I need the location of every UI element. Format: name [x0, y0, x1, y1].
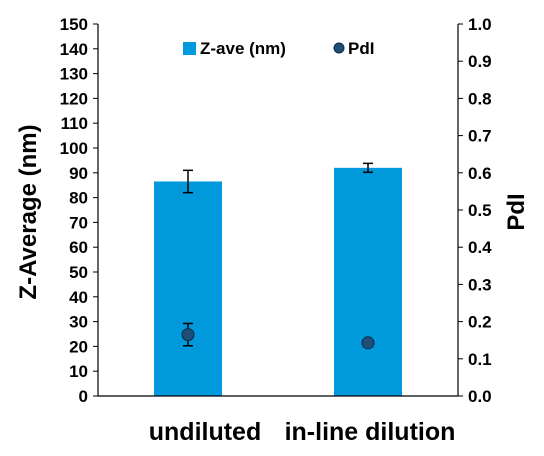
y2-tick-label: 0.9: [468, 52, 492, 71]
y-axis-title: Z-Average (nm): [15, 124, 42, 299]
y-tick-label: 130: [60, 65, 88, 84]
y-tick-label: 80: [69, 189, 88, 208]
legend-swatch-zave: [183, 42, 196, 55]
y2-tick-label: 0.3: [468, 275, 492, 294]
y-tick-label: 120: [60, 89, 88, 108]
y2-tick-label: 0.1: [468, 350, 492, 369]
y-tick-label: 70: [69, 213, 88, 232]
category-label: in-line dilution: [285, 418, 456, 446]
chart-marks: [154, 162, 402, 396]
pdi-point: [181, 328, 195, 342]
legend-label-zave: Z-ave (nm): [200, 39, 286, 58]
category-label: undiluted: [149, 418, 261, 446]
bar: [154, 181, 222, 396]
y2-tick-label: 0.0: [468, 387, 492, 406]
y-tick-label: 10: [69, 362, 88, 381]
y2-tick-label: 0.5: [468, 201, 492, 220]
y-tick-label: 0: [79, 387, 88, 406]
y-tick-label: 30: [69, 313, 88, 332]
y-tick-label: 50: [69, 263, 88, 282]
y2-tick-label: 0.2: [468, 313, 492, 332]
left-axis-ticks: 0 10 20 30 40 50 60 70 80 90 100 110 120 130 140 150: [60, 15, 98, 406]
y2-tick-label: 0.8: [468, 89, 492, 108]
y-tick-label: 150: [60, 15, 88, 34]
y2-axis-title: PdI: [503, 193, 530, 230]
y-tick-label: 60: [69, 238, 88, 257]
legend: Z-ave (nm) PdI: [183, 39, 374, 58]
y-tick-label: 140: [60, 40, 88, 59]
y2-tick-label: 0.7: [468, 127, 492, 146]
legend-marker-pdi: [333, 42, 345, 54]
category-labels: undiluted in-line dilution: [149, 418, 456, 446]
y-tick-label: 90: [69, 164, 88, 183]
y-tick-label: 20: [69, 337, 88, 356]
y2-tick-label: 0.6: [468, 164, 492, 183]
y-tick-label: 110: [61, 114, 88, 133]
right-axis-ticks: 0.0 0.1 0.2 0.3 0.4 0.5 0.6 0.7 0.8 0.9 1.0: [458, 15, 492, 406]
y2-tick-label: 0.4: [468, 238, 492, 257]
y2-tick-label: 1.0: [468, 15, 492, 34]
pdi-point: [361, 336, 375, 350]
y-tick-label: 100: [60, 139, 88, 158]
legend-label-pdi: PdI: [348, 39, 374, 58]
y-tick-label: 40: [69, 288, 88, 307]
axes: [97, 24, 459, 397]
bar: [334, 167, 402, 396]
